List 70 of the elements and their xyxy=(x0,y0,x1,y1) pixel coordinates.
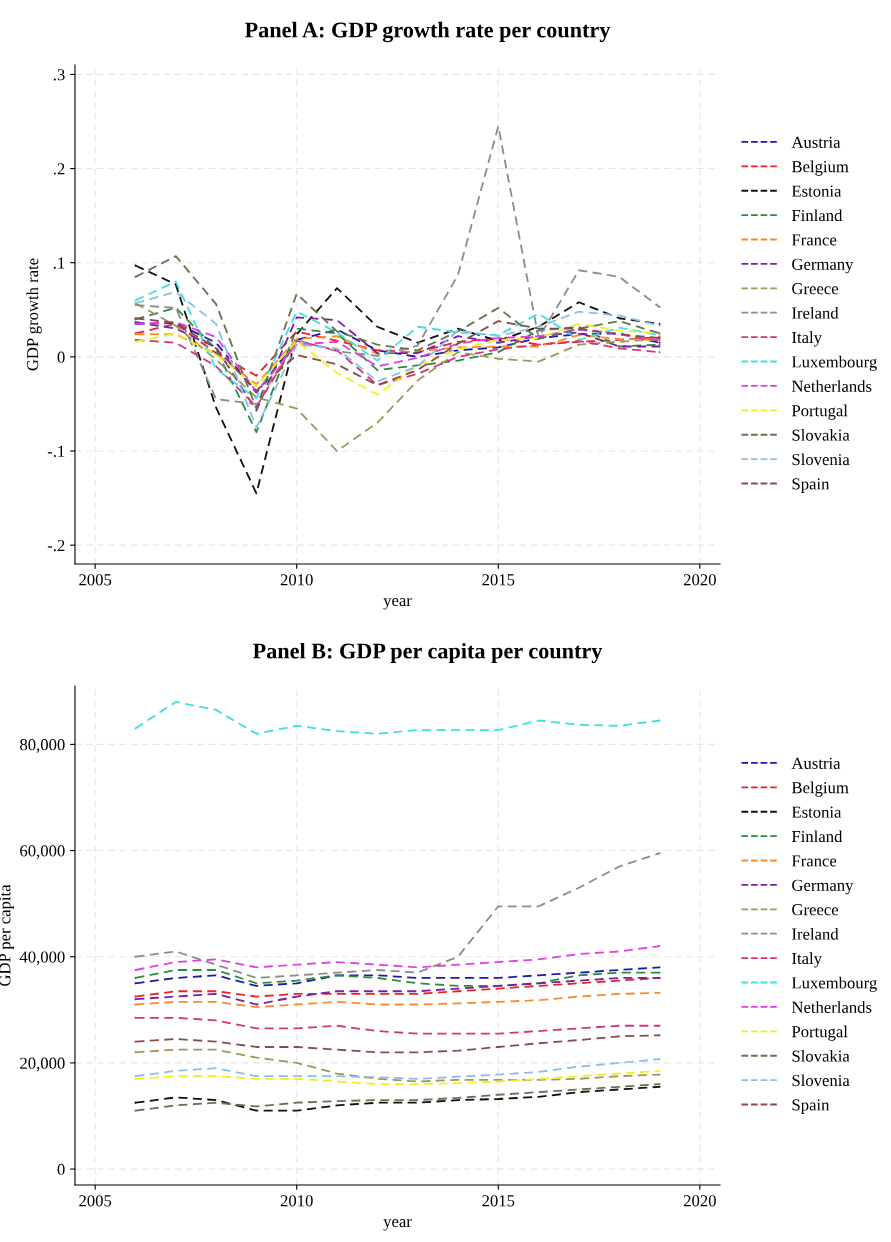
legend-label: Slovakia xyxy=(792,429,850,441)
legend-label: Slovenia xyxy=(792,453,850,466)
y-tick-label: .2 xyxy=(53,163,65,175)
y-tick-label: 40,000 xyxy=(19,951,65,966)
x-tick-label: 2020 xyxy=(683,574,716,586)
legend-label: Luxembourg xyxy=(791,976,877,992)
legend-label: Belgium xyxy=(791,160,849,176)
chart-title: Panel B: GDP per capita per country xyxy=(252,642,603,664)
legend-label: Germany xyxy=(792,879,854,895)
legend-label: Belgium xyxy=(791,781,849,797)
legend-label: Portugal xyxy=(791,1025,848,1041)
legend-label: Spain xyxy=(792,478,830,493)
legend-label: Austria xyxy=(791,757,841,769)
legend-label: Italy xyxy=(792,952,822,968)
legend-label: Slovenia xyxy=(792,1074,850,1087)
line-series xyxy=(134,1058,661,1080)
y-axis-title: GDP growth rate xyxy=(26,258,42,371)
y-tick-label: 20,000 xyxy=(20,1057,65,1072)
line-series xyxy=(134,1069,661,1086)
x-tick-label: 2015 xyxy=(482,574,515,586)
legend-label: Italy xyxy=(792,331,822,347)
x-tick-label: 2005 xyxy=(79,574,112,586)
x-tick-label: 2010 xyxy=(280,574,313,586)
y-tick-label: 0 xyxy=(57,351,65,363)
y-tick-label: -.2 xyxy=(47,539,65,552)
line-series xyxy=(134,701,661,735)
line-series xyxy=(134,1016,661,1035)
legend-label: Estonia xyxy=(791,185,842,197)
line-series xyxy=(134,333,661,386)
line-series xyxy=(134,991,661,1009)
legend-label: Slovakia xyxy=(792,1050,850,1062)
legend-label: France xyxy=(791,855,837,867)
line-series xyxy=(134,316,661,412)
line-series xyxy=(134,1034,661,1054)
y-tick-label: 60,000 xyxy=(20,845,65,859)
line-series xyxy=(134,255,661,410)
y-tick-label: 0 xyxy=(57,1163,65,1176)
line-series xyxy=(134,852,661,979)
legend-label: Germany xyxy=(792,258,854,274)
y-tick-label: .1 xyxy=(53,257,65,269)
legend-label: Luxembourg xyxy=(791,355,877,371)
line-series xyxy=(134,977,661,1006)
legend-label: Estonia xyxy=(791,806,842,818)
legend-label: Greece xyxy=(792,283,839,295)
line-series xyxy=(134,323,661,377)
y-tick-label: 80,000 xyxy=(20,739,65,753)
x-axis-title: year xyxy=(383,1219,412,1231)
x-tick-label: 2015 xyxy=(482,1195,515,1207)
legend-label: Ireland xyxy=(792,927,839,940)
x-tick-label: 2005 xyxy=(79,1195,112,1207)
legend-label: Spain xyxy=(792,1099,830,1114)
line-series xyxy=(134,125,661,405)
legend-label: Finland xyxy=(791,830,843,843)
legend-label: Austria xyxy=(791,136,841,148)
chart-title: Panel A: GDP growth rate per country xyxy=(244,21,611,43)
x-tick-label: 2020 xyxy=(683,1195,716,1207)
legend-label: France xyxy=(791,234,837,246)
x-tick-label: 2010 xyxy=(280,1195,313,1207)
legend-label: Ireland xyxy=(792,306,839,319)
legend-label: Greece xyxy=(792,904,839,916)
legend-label: Finland xyxy=(791,209,843,222)
line-series xyxy=(134,945,661,971)
y-tick-label: .3 xyxy=(53,69,65,81)
legend-label: Portugal xyxy=(791,404,848,420)
legend-label: Netherlands xyxy=(791,1001,872,1013)
y-tick-label: -.1 xyxy=(47,445,65,458)
y-axis-title: GDP per capita xyxy=(0,884,14,986)
legend-label: Netherlands xyxy=(791,380,872,392)
x-axis-title: year xyxy=(383,598,412,610)
line-series xyxy=(134,1048,661,1083)
